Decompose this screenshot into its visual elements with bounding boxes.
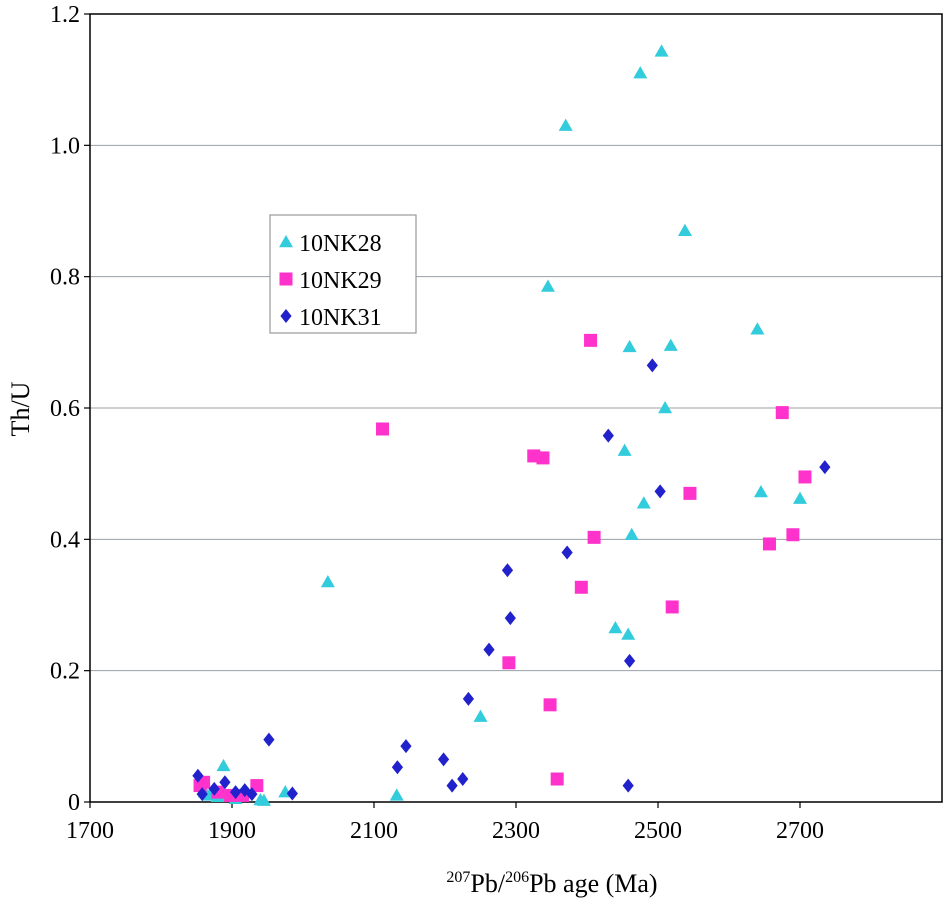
point-10NK28 xyxy=(621,627,636,640)
point-10NK28 xyxy=(622,339,637,353)
point-10NK28 xyxy=(633,66,648,79)
y-tick-label: 0.6 xyxy=(50,396,80,422)
point-10NK31 xyxy=(501,563,514,578)
legend-marker-10NK31 xyxy=(280,309,292,323)
legend-marker-10NK29 xyxy=(279,272,293,286)
series-10NK31 xyxy=(192,358,831,802)
point-10NK31 xyxy=(654,484,666,499)
x-axis-title-pb-1: Pb/ xyxy=(470,869,505,898)
point-10NK29 xyxy=(536,451,550,465)
gridlines xyxy=(90,144,942,672)
point-10NK28 xyxy=(216,758,231,772)
point-10NK31 xyxy=(246,787,258,802)
legend-label-10NK31: 10NK31 xyxy=(299,305,382,331)
x-tick-label: 1900 xyxy=(208,818,256,844)
x-axis-title: 207Pb/206Pb age (Ma) xyxy=(446,869,657,898)
point-10NK31 xyxy=(192,768,204,783)
point-10NK28 xyxy=(658,401,673,414)
point-10NK28 xyxy=(320,575,335,588)
point-10NK31 xyxy=(208,781,220,796)
point-10NK28 xyxy=(793,491,807,504)
point-10NK28 xyxy=(540,279,555,292)
point-10NK31 xyxy=(219,775,231,790)
point-10NK31 xyxy=(229,785,242,800)
x-axis-title-pb-2: Pb age (Ma) xyxy=(529,869,658,898)
point-10NK29 xyxy=(665,600,679,614)
point-10NK31 xyxy=(483,642,495,657)
point-10NK28 xyxy=(558,118,573,131)
x-axis-title-sup-207: 207 xyxy=(446,869,470,886)
point-10NK31 xyxy=(400,739,412,754)
point-10NK29 xyxy=(574,580,588,594)
x-tick-label: 2300 xyxy=(492,818,540,844)
point-10NK31 xyxy=(196,787,208,802)
point-10NK31 xyxy=(602,428,614,443)
x-tick-label: 2500 xyxy=(634,818,682,844)
y-tick-label: 1.0 xyxy=(50,133,80,159)
x-tick-label: 2700 xyxy=(776,818,824,844)
point-10NK29 xyxy=(543,698,557,712)
point-10NK31 xyxy=(624,653,636,668)
point-10NK31 xyxy=(462,691,475,706)
point-10NK28 xyxy=(750,322,765,335)
legend-marker-10NK28 xyxy=(279,235,293,248)
point-10NK31 xyxy=(819,460,831,475)
point-10NK28 xyxy=(624,527,639,540)
point-10NK28 xyxy=(256,793,271,806)
point-10NK29 xyxy=(683,486,697,500)
point-10NK29 xyxy=(587,530,601,544)
point-10NK29 xyxy=(250,779,264,793)
legend-box xyxy=(269,214,417,334)
point-10NK28 xyxy=(753,485,768,498)
point-10NK28 xyxy=(389,788,404,801)
point-10NK31 xyxy=(622,778,634,793)
y-tick-label: 0.2 xyxy=(50,659,80,685)
x-tick-label: 1700 xyxy=(66,818,114,844)
point-10NK31 xyxy=(437,752,450,767)
point-10NK31 xyxy=(391,760,404,775)
point-10NK29 xyxy=(775,406,789,420)
point-10NK29 xyxy=(502,656,516,670)
x-axis-title-sup-206: 206 xyxy=(505,869,529,886)
y-tick-label: 0.8 xyxy=(50,265,80,291)
y-tick-label: 0.4 xyxy=(50,527,80,553)
legend-label-10NK28: 10NK28 xyxy=(299,231,382,257)
point-10NK31 xyxy=(646,358,658,373)
point-10NK31 xyxy=(457,772,469,787)
point-10NK31 xyxy=(286,786,298,801)
point-10NK31 xyxy=(504,611,516,626)
point-10NK31 xyxy=(263,732,275,747)
point-10NK29 xyxy=(550,772,564,786)
series-10NK28 xyxy=(198,44,807,806)
point-10NK31 xyxy=(446,778,458,793)
point-10NK29 xyxy=(786,528,800,542)
x-axis-ticks: 1700 1900 2100 2300 2500 2700 xyxy=(66,802,824,844)
point-10NK31 xyxy=(561,545,573,560)
point-10NK28 xyxy=(677,223,692,236)
y-axis-title: Th/U xyxy=(6,381,35,436)
point-10NK28 xyxy=(654,44,669,57)
x-tick-label: 2100 xyxy=(350,818,398,844)
point-10NK29 xyxy=(584,333,598,347)
point-10NK29 xyxy=(376,422,390,436)
point-10NK28 xyxy=(636,496,651,509)
point-10NK28 xyxy=(608,620,623,634)
point-10NK29 xyxy=(762,537,776,551)
legend: 10NK28 10NK29 10NK31 xyxy=(269,214,417,334)
point-10NK28 xyxy=(617,443,632,456)
y-tick-label: 0 xyxy=(68,790,80,816)
point-10NK28 xyxy=(473,709,488,722)
series-10NK29 xyxy=(193,333,812,802)
y-axis-ticks: 0 0.2 0.4 0.6 0.8 1.0 1.2 xyxy=(50,2,90,816)
legend-label-10NK29: 10NK29 xyxy=(299,268,382,294)
y-tick-label: 1.2 xyxy=(50,2,80,28)
point-10NK28 xyxy=(663,338,678,351)
point-10NK29 xyxy=(798,470,812,484)
data-points xyxy=(192,44,831,806)
